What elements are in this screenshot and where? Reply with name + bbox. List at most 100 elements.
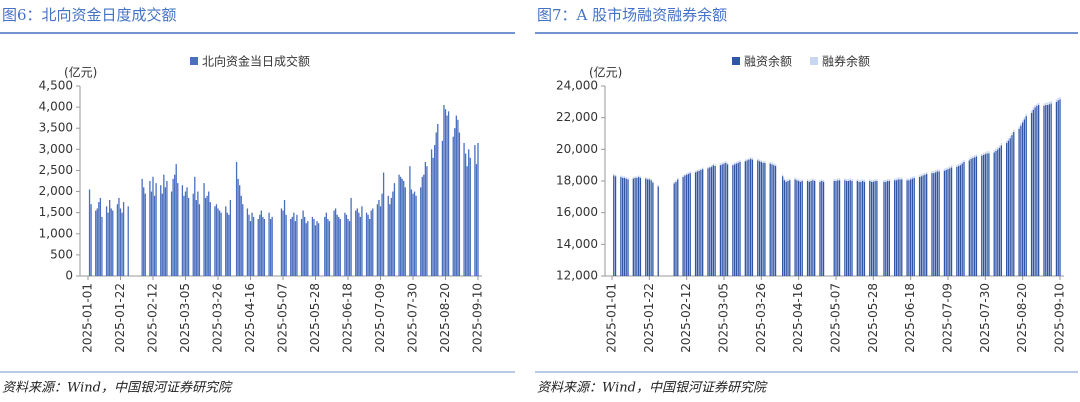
bar (1043, 105, 1045, 277)
bar (794, 179, 796, 276)
bar (218, 210, 221, 276)
bar (982, 152, 985, 155)
bar (851, 181, 853, 276)
bar (271, 216, 273, 276)
bar (888, 179, 890, 181)
bar (988, 153, 990, 276)
bar (771, 162, 773, 165)
bar (835, 179, 837, 181)
bar (424, 162, 427, 276)
bar (251, 212, 253, 276)
bar (226, 212, 228, 276)
chart-title: 图7：A 股市场融资融券余额 (537, 6, 727, 24)
bar (262, 216, 264, 276)
bar (209, 202, 211, 276)
bar (712, 163, 714, 166)
bar (938, 171, 940, 276)
bar (263, 219, 266, 276)
bar (399, 176, 402, 276)
bar (789, 180, 791, 276)
bar (764, 162, 766, 276)
bar (773, 165, 775, 276)
bar (421, 176, 423, 276)
bar (198, 204, 201, 276)
bar (799, 181, 802, 276)
bar (344, 212, 346, 276)
bar (382, 172, 385, 276)
bar (949, 168, 951, 276)
bar (192, 193, 194, 276)
bar (783, 178, 786, 181)
bar (870, 179, 873, 182)
bar (293, 212, 295, 276)
x-tick-label: 2025-01-22 (113, 283, 127, 353)
bar (758, 159, 761, 162)
bar (1046, 105, 1049, 276)
bar (769, 161, 771, 164)
bar (897, 179, 899, 276)
bar (153, 195, 156, 276)
bar (945, 169, 947, 276)
bar (420, 187, 422, 276)
bar (638, 175, 640, 178)
bar (239, 185, 241, 276)
bar (771, 164, 773, 276)
bar (88, 189, 91, 276)
bar (314, 225, 317, 276)
bar (894, 180, 896, 276)
bar (734, 162, 736, 165)
chart: 图6：北向资金日度成交额 (亿元) 0 500 1,000 1,500 2,000 2,500… (0, 6, 515, 396)
bar (316, 221, 318, 276)
bar (280, 208, 283, 276)
bar (961, 163, 963, 276)
bar (872, 179, 874, 182)
bar (446, 115, 448, 276)
bar (694, 170, 697, 173)
bar (958, 165, 960, 276)
y-tick-label: 3,500 (39, 121, 73, 135)
bar (184, 191, 187, 276)
y-axis-unit: (亿元) (64, 65, 97, 80)
y-axis-unit: (亿元) (589, 65, 622, 80)
bar (922, 173, 924, 176)
bar (975, 156, 978, 276)
bar (300, 219, 303, 276)
bar (155, 183, 157, 276)
bar (625, 178, 627, 276)
bar (986, 151, 988, 154)
bar (260, 210, 262, 276)
bar (122, 202, 125, 276)
bar (1030, 110, 1033, 113)
bar (339, 219, 341, 276)
y-tick-label: 18,000 (556, 174, 598, 188)
bar (746, 160, 748, 276)
bar (160, 185, 162, 276)
bar (774, 165, 777, 276)
x-tick-label: 2025-03-26 (754, 283, 768, 353)
bar (783, 180, 786, 276)
bar (751, 157, 754, 160)
bar (806, 181, 809, 276)
bar (447, 111, 450, 276)
bar (430, 149, 433, 276)
bar (474, 145, 476, 276)
bar (675, 181, 677, 276)
bar (719, 163, 722, 166)
bar (908, 178, 910, 181)
bar (739, 160, 741, 162)
bar (141, 178, 143, 276)
bar (796, 178, 798, 181)
bar (901, 177, 903, 180)
bar (636, 176, 638, 178)
bar (119, 208, 122, 276)
bar (327, 219, 329, 276)
bar (1059, 97, 1061, 100)
bar (837, 178, 839, 181)
bar (986, 153, 988, 276)
legend-swatch (190, 57, 198, 65)
bar (242, 204, 244, 276)
bar (379, 206, 382, 276)
bar (762, 161, 764, 163)
bar (206, 195, 208, 276)
